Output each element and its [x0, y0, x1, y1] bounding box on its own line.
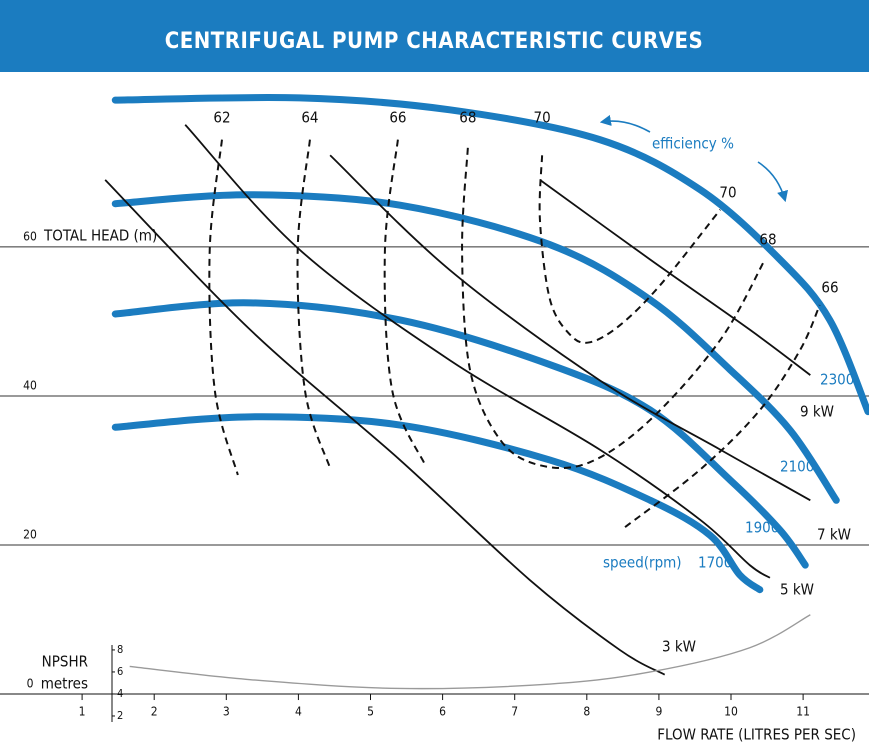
efficiency-label: 64 [301, 109, 318, 127]
x-axis-label: FLOW RATE (LITRES PER SEC) [657, 726, 856, 744]
y2-tick-label: 8 [117, 643, 123, 656]
speed-annotation: speed(rpm) [603, 554, 682, 572]
y-tick-label: 20 [23, 528, 37, 542]
efficiency-annotation: efficiency % [652, 135, 734, 153]
efficiency-label: 66 [389, 109, 406, 127]
power-label: 7 kW [817, 526, 851, 544]
y2-tick-label: 4 [117, 687, 123, 700]
y-tick-label: 40 [23, 378, 37, 392]
x-tick-label: 9 [655, 705, 662, 719]
x-tick-label: 1 [79, 705, 86, 719]
speed-curve [111, 413, 764, 594]
x-tick-label: 10 [724, 705, 738, 719]
x-tick-label: 6 [439, 705, 446, 719]
chart-title: CENTRIFUGAL PUMP CHARACTERISTIC CURVES [165, 29, 704, 54]
efficiency-end-label: 70 [719, 184, 736, 202]
x-tick-label: 7 [511, 705, 518, 719]
efficiency-label: 66 [821, 279, 838, 297]
speed-curve [111, 93, 869, 416]
npshr-units: metres [41, 675, 88, 693]
speed-label: 2100 [780, 458, 814, 476]
speed-label: 1700 [698, 554, 732, 572]
efficiency-arrow [757, 161, 788, 203]
x-tick-label: 8 [583, 705, 590, 719]
x-tick-label: 11 [796, 705, 810, 719]
power-curve [184, 124, 771, 579]
power-curve [539, 179, 811, 376]
x-tick-label: 2 [151, 705, 158, 719]
y-tick-label: 0 [27, 677, 34, 691]
y-axis-label: TOTAL HEAD (m) [43, 227, 157, 245]
y2-tick-label: 2 [117, 709, 123, 722]
power-label: 5 kW [780, 581, 814, 599]
speed-curve [111, 299, 809, 569]
speed-label: 2300 [820, 371, 854, 389]
efficiency-label: 62 [213, 109, 230, 127]
power-curve [329, 154, 811, 502]
npshr-curve [129, 614, 811, 690]
y2-tick-label: 6 [117, 665, 123, 678]
efficiency-arrow [599, 114, 651, 133]
x-tick-label: 5 [367, 705, 374, 719]
efficiency-end-label: 68 [759, 231, 776, 249]
npshr-label: NPSHR [42, 653, 88, 671]
x-tick-label: 4 [295, 705, 302, 719]
efficiency-curve [624, 304, 821, 528]
y-tick-label: 60 [23, 229, 37, 243]
x-tick-label: 3 [223, 705, 230, 719]
efficiency-curve [538, 155, 721, 344]
efficiency-label: 68 [459, 109, 476, 127]
power-label: 9 kW [800, 403, 834, 421]
header-bar [0, 0, 869, 72]
power-label: 3 kW [662, 638, 696, 656]
efficiency-curve [383, 139, 427, 466]
efficiency-curve [461, 147, 766, 470]
speed-label: 1900 [745, 519, 779, 537]
speed-curve [111, 191, 840, 504]
efficiency-label: 70 [534, 109, 551, 127]
